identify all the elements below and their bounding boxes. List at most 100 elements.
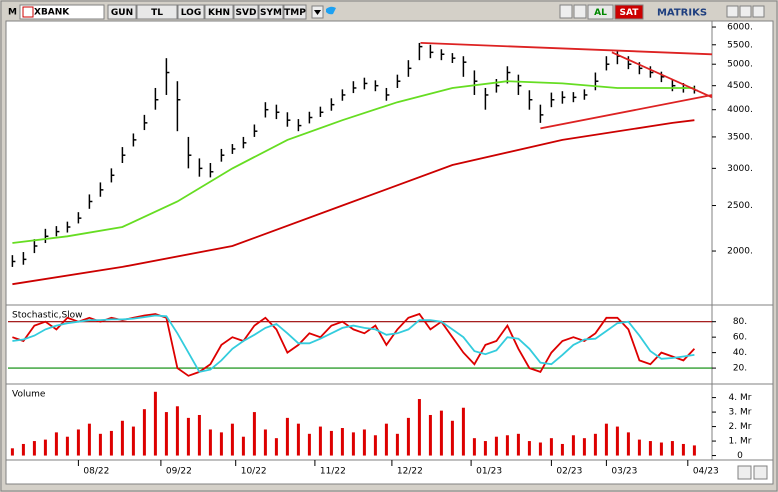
volume-bar	[582, 438, 586, 456]
volume-bar	[340, 428, 344, 456]
volume-bar	[461, 407, 465, 456]
volume-bar	[32, 441, 36, 456]
sell-label: SAT	[620, 8, 640, 18]
toolbar-button[interactable]	[107, 4, 137, 20]
y-tick-label: 3000.	[727, 164, 753, 174]
toolbar-button[interactable]	[283, 4, 307, 20]
volume-bar	[516, 433, 520, 456]
volume-bar	[428, 414, 432, 456]
volume-bar	[450, 420, 454, 456]
zoom-button[interactable]	[737, 465, 752, 480]
volume-bar	[43, 439, 47, 456]
series-line	[611, 51, 713, 99]
x-tick-label: 04/23	[693, 467, 719, 477]
volume-bar	[208, 429, 212, 456]
volume-bar	[65, 436, 69, 456]
series-line	[12, 119, 695, 286]
y-tick-label: 5500.	[727, 40, 753, 50]
y-tick-label: 1. Mr	[729, 437, 752, 447]
series-line	[12, 314, 695, 373]
volume-bar	[21, 443, 25, 456]
y-tick-label: 60.	[733, 333, 747, 343]
y-tick-label: 4. Mr	[729, 393, 752, 403]
tool-icon[interactable]	[573, 4, 587, 19]
volume-bar	[417, 399, 421, 456]
volume-bar	[263, 429, 267, 456]
toolbar-button[interactable]	[204, 4, 234, 20]
volume-bar	[274, 438, 278, 456]
volume-bar	[109, 430, 113, 456]
toolbar-button-label: LOG	[181, 8, 201, 18]
y-tick-label: 3. Mr	[729, 408, 752, 418]
panel-title: Stochastic,Slow	[12, 311, 83, 321]
chart-area	[5, 20, 774, 485]
volume-bar	[472, 438, 476, 456]
toolbar-button[interactable]	[233, 4, 259, 20]
volume-bar	[571, 435, 575, 456]
volume-bar	[153, 391, 157, 456]
volume-bar	[362, 429, 366, 456]
volume-bar	[395, 433, 399, 456]
x-tick-label: 09/22	[166, 467, 192, 477]
volume-bar	[120, 420, 124, 456]
twitter-icon[interactable]	[326, 6, 336, 15]
y-tick-label: 20.	[733, 364, 747, 374]
volume-bar	[351, 432, 355, 456]
volume-bar	[538, 442, 542, 456]
close-button[interactable]	[752, 5, 765, 18]
toolbar-button-label: GUN	[111, 8, 133, 18]
y-tick-label: 2500.	[727, 201, 753, 211]
maximize-button[interactable]	[739, 5, 752, 18]
series-line	[420, 42, 713, 56]
volume-bar	[439, 410, 443, 456]
y-tick-label: 6000.	[727, 23, 753, 33]
toolbar-button[interactable]	[177, 4, 205, 20]
volume-bar	[505, 435, 509, 456]
volume-bar	[318, 426, 322, 456]
volume-bar	[175, 406, 179, 456]
x-tick-label: 02/23	[556, 467, 582, 477]
x-tick-label: 03/23	[611, 467, 637, 477]
volume-bar	[615, 426, 619, 456]
toolbar-button-label: TL	[151, 8, 163, 18]
toolbar-button-label: KHN	[208, 8, 230, 18]
y-tick-label: 4000.	[727, 105, 753, 115]
zoom-button[interactable]	[753, 465, 768, 480]
volume-bar	[593, 433, 597, 456]
volume-bar	[692, 445, 696, 456]
volume-bar	[186, 417, 190, 456]
volume-bar	[626, 432, 630, 456]
toolbar-button-label: SVD	[236, 8, 257, 18]
brand: MATRIKS	[657, 8, 707, 19]
toolbar-button-label: SYM	[260, 8, 282, 18]
volume-bar	[131, 426, 135, 456]
volume-bar	[560, 443, 564, 456]
y-tick-label: 40.	[733, 348, 747, 358]
volume-bar	[54, 432, 58, 456]
y-tick-label: 2. Mr	[729, 422, 752, 432]
menu-button[interactable]: M	[8, 8, 17, 18]
volume-bar	[307, 433, 311, 456]
volume-bar	[76, 429, 80, 456]
minimize-button[interactable]	[726, 5, 739, 18]
toolbar-button-label: TMP	[284, 8, 306, 18]
volume-bar	[87, 423, 91, 456]
toolbar-button[interactable]	[136, 4, 178, 20]
volume-bar	[549, 438, 553, 456]
symbol-box[interactable]	[19, 4, 105, 20]
volume-bar	[483, 441, 487, 456]
tool-icon[interactable]	[559, 4, 573, 19]
y-tick-label: 4500.	[727, 81, 753, 91]
volume-bar	[285, 417, 289, 456]
volume-bar	[681, 443, 685, 456]
button-group: GUN TL LOG KHN SVD SYM TMP	[107, 4, 307, 20]
x-tick-label: 12/22	[397, 467, 423, 477]
volume-bar	[604, 423, 608, 456]
buy-label: AL	[594, 8, 607, 18]
buy-button[interactable]	[587, 4, 614, 20]
toolbar-button[interactable]	[258, 4, 284, 20]
volume-bar	[241, 436, 245, 456]
volume-bar	[637, 439, 641, 456]
sell-button[interactable]	[614, 4, 644, 20]
